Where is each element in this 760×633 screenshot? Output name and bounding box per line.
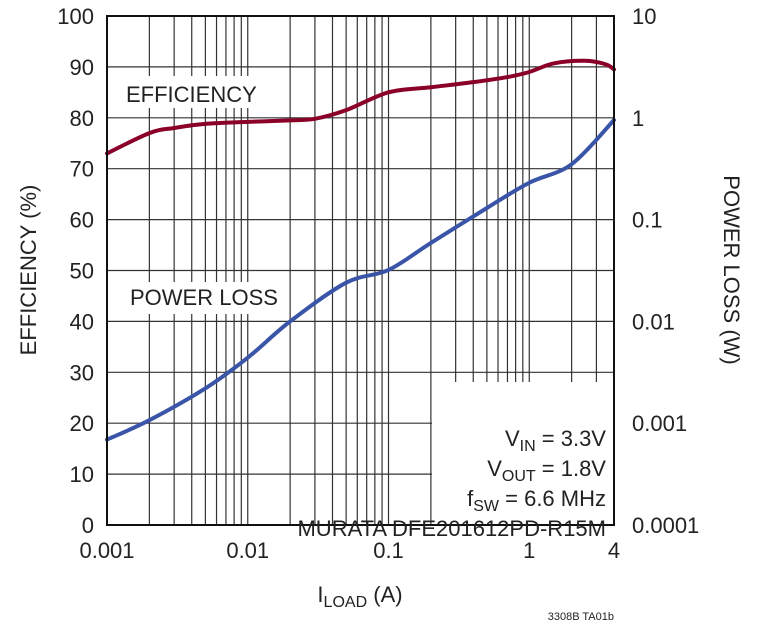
annotation-inductor-text: MURATA DFE201612PD-R15M bbox=[297, 516, 606, 541]
x-tick-label: 0.001 bbox=[79, 538, 134, 563]
y-tick-label: 100 bbox=[57, 4, 94, 29]
series-line-efficiency bbox=[105, 58, 616, 156]
y-tick-label: 60 bbox=[70, 208, 94, 233]
series-label-power-loss: POWER LOSS bbox=[130, 285, 278, 310]
y-tick-label: 10 bbox=[70, 462, 94, 487]
annotation-fsw: fSW = 6.6 MHz bbox=[467, 486, 606, 515]
y2-tick-label: 0.0001 bbox=[632, 513, 699, 538]
x-tick-label: 0.01 bbox=[226, 538, 269, 563]
y-axis-label: EFFICIENCY (%) bbox=[16, 185, 41, 356]
footnote: 3308B TA01b bbox=[548, 611, 614, 623]
y-tick-label: 70 bbox=[70, 157, 94, 182]
y2-tick-label: 0.1 bbox=[632, 208, 663, 233]
y-tick-label: 90 bbox=[70, 55, 94, 80]
y-tick-label: 80 bbox=[70, 106, 94, 131]
series-label-efficiency: EFFICIENCY bbox=[126, 82, 257, 107]
y2-tick-label: 0.001 bbox=[632, 411, 687, 436]
y2-axis-label: POWER LOSS (W) bbox=[719, 175, 744, 364]
label-background bbox=[432, 382, 614, 524]
label-background bbox=[124, 282, 286, 314]
annotation-vout: VOUT = 1.8V bbox=[487, 456, 606, 485]
y-tick-label: 50 bbox=[70, 259, 94, 284]
annotation-vin: VIN = 3.3V bbox=[505, 426, 606, 455]
y2-tick-label: 0.01 bbox=[632, 309, 675, 334]
x-axis-label: ILOAD (A) bbox=[317, 582, 402, 611]
x-tick-label: 0.1 bbox=[373, 538, 404, 563]
y-tick-label: 20 bbox=[70, 411, 94, 436]
y2-tick-label: 1 bbox=[632, 106, 644, 131]
y-tick-label: 30 bbox=[70, 360, 94, 385]
label-backgrounds bbox=[120, 76, 614, 524]
label-background bbox=[120, 76, 260, 108]
series-line-power-loss bbox=[105, 118, 616, 442]
x-tick-label: 4 bbox=[608, 538, 620, 563]
plot-frame bbox=[106, 15, 615, 526]
y-tick-label: 40 bbox=[70, 309, 94, 334]
x-tick-label: 1 bbox=[523, 538, 535, 563]
tick-labels: 0.001 0.01 0.1 1 401020304050607080901000.00… bbox=[57, 4, 699, 563]
series-group bbox=[105, 58, 616, 442]
y2-tick-label: 10 bbox=[632, 4, 656, 29]
y-tick-label: 0 bbox=[82, 513, 94, 538]
